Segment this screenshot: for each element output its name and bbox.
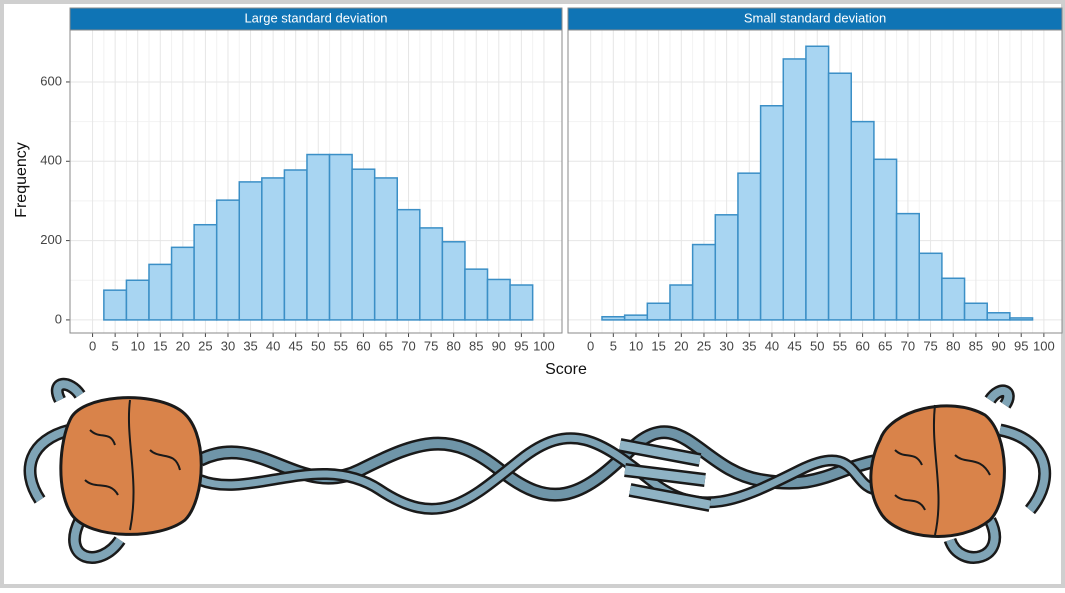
histogram-bar [625, 315, 648, 320]
x-tick-label: 65 [379, 338, 393, 353]
x-tick-label: 40 [765, 338, 779, 353]
histogram-bar [217, 200, 240, 320]
x-tick-label: 5 [112, 338, 119, 353]
x-tick-label: 55 [833, 338, 847, 353]
histogram-bar [851, 122, 874, 320]
y-axis-title: Frequency [13, 142, 30, 218]
x-tick-label: 80 [446, 338, 460, 353]
brain-left [61, 398, 201, 535]
x-tick-label: 20 [176, 338, 190, 353]
histogram-bar [761, 106, 784, 320]
x-tick-label: 40 [266, 338, 280, 353]
figure: 0200400600051015202530354045505560657075… [0, 0, 1065, 588]
x-tick-label: 100 [1033, 338, 1055, 353]
x-tick-label: 45 [288, 338, 302, 353]
x-tick-label: 75 [424, 338, 438, 353]
histogram-bar [510, 285, 533, 320]
y-tick-label: 600 [40, 73, 62, 88]
histogram-bar [738, 173, 761, 320]
x-tick-label: 45 [787, 338, 801, 353]
facet-title: Large standard deviation [244, 10, 387, 25]
histogram-bar [307, 155, 330, 320]
x-tick-label: 25 [697, 338, 711, 353]
histogram-bar [239, 182, 262, 320]
x-tick-label: 30 [221, 338, 235, 353]
x-tick-label: 75 [923, 338, 937, 353]
histogram-bar [919, 253, 942, 320]
histogram-bar [715, 215, 738, 320]
x-tick-label: 35 [243, 338, 257, 353]
histogram-bar [806, 46, 829, 320]
histogram-bar [420, 228, 443, 320]
histogram-bar [942, 278, 965, 320]
histogram-bar [670, 285, 693, 320]
histogram-bar [172, 247, 195, 320]
histogram-bar [352, 169, 375, 320]
histogram-bar [375, 178, 398, 320]
x-tick-label: 90 [991, 338, 1005, 353]
histogram-bar [647, 303, 670, 320]
x-tick-label: 95 [1014, 338, 1028, 353]
histogram-bar [897, 214, 920, 320]
histogram-bar [693, 245, 716, 320]
x-tick-label: 85 [969, 338, 983, 353]
x-tick-label: 0 [587, 338, 594, 353]
x-tick-label: 5 [610, 338, 617, 353]
x-tick-label: 15 [651, 338, 665, 353]
histogram-bar [330, 155, 353, 320]
x-tick-label: 20 [674, 338, 688, 353]
histogram-bar [987, 313, 1010, 320]
facet-title: Small standard deviation [744, 10, 886, 25]
histogram-bar [488, 279, 511, 319]
histogram-bar [284, 170, 307, 320]
x-axis-title: Score [545, 361, 587, 378]
x-tick-label: 0 [89, 338, 96, 353]
histogram-bar [194, 225, 217, 320]
x-tick-label: 10 [629, 338, 643, 353]
x-tick-label: 80 [946, 338, 960, 353]
histogram-bar [829, 73, 852, 320]
x-tick-label: 90 [492, 338, 506, 353]
histogram-bar [104, 290, 127, 320]
x-tick-label: 25 [198, 338, 212, 353]
x-tick-label: 60 [356, 338, 370, 353]
histogram-bar [442, 242, 465, 320]
x-tick-label: 15 [153, 338, 167, 353]
x-tick-label: 100 [533, 338, 555, 353]
x-tick-label: 70 [401, 338, 415, 353]
histogram-bar [397, 210, 420, 320]
histogram-bar [465, 269, 488, 320]
x-tick-label: 65 [878, 338, 892, 353]
y-tick-label: 400 [40, 153, 62, 168]
histogram-bar [602, 317, 625, 320]
x-tick-label: 50 [311, 338, 325, 353]
histogram-bar [149, 264, 172, 320]
x-tick-label: 10 [130, 338, 144, 353]
histogram-bar [262, 178, 285, 320]
x-tick-label: 50 [810, 338, 824, 353]
x-tick-label: 55 [334, 338, 348, 353]
histogram-bar [874, 159, 897, 320]
histogram-bar [126, 280, 149, 320]
x-tick-label: 30 [719, 338, 733, 353]
x-tick-label: 35 [742, 338, 756, 353]
y-tick-label: 0 [55, 311, 62, 326]
x-tick-label: 70 [901, 338, 915, 353]
histogram-bar [1010, 318, 1033, 320]
y-tick-label: 200 [40, 232, 62, 247]
x-tick-label: 95 [514, 338, 528, 353]
histogram-bar [783, 59, 806, 320]
x-tick-label: 85 [469, 338, 483, 353]
histogram-bar [965, 303, 988, 320]
x-tick-label: 60 [855, 338, 869, 353]
